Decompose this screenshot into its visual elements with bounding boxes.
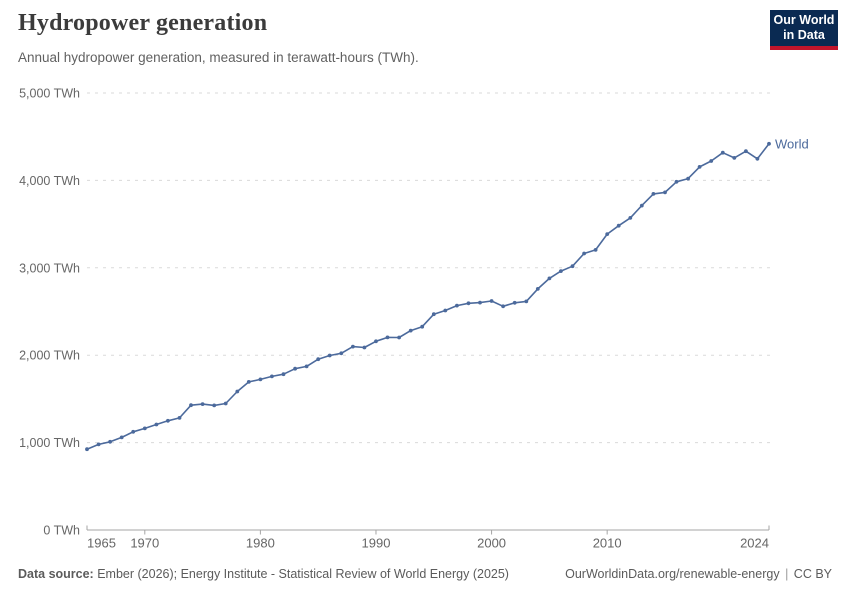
data-point (686, 176, 690, 181)
data-point (755, 156, 760, 161)
data-source-text: Ember (2026); Energy Institute - Statist… (97, 567, 509, 581)
data-point (547, 276, 552, 281)
data-point (246, 380, 251, 384)
data-point (651, 192, 656, 196)
data-point (466, 301, 471, 306)
y-axis-label: 4,000 TWh (19, 174, 80, 188)
data-point (235, 389, 240, 394)
data-point (674, 179, 679, 184)
y-axis-label: 1,000 TWh (19, 436, 80, 450)
world-series-line[interactable] (86, 143, 770, 451)
y-axis-label: 0 TWh (43, 524, 80, 538)
data-point (512, 300, 517, 305)
y-axis-label: 5,000 TWh (19, 87, 80, 101)
data-point (85, 447, 89, 452)
data-point (339, 351, 344, 356)
owid-logo-line1: Our World (773, 13, 835, 27)
data-point (177, 416, 182, 420)
data-point (535, 287, 540, 291)
data-point (327, 353, 332, 358)
credit-link[interactable]: OurWorldinData.org/renewable-energy (565, 567, 780, 581)
license-label: CC BY (793, 567, 832, 581)
x-axis-label: 1990 (362, 536, 391, 551)
data-point (593, 248, 598, 252)
data-point (431, 312, 436, 317)
data-point (281, 372, 286, 377)
data-point (605, 232, 610, 237)
owid-logo[interactable]: Our World in Data (770, 10, 838, 50)
data-point (639, 203, 644, 208)
chart-footer: Data source: Ember (2026); Energy Instit… (18, 566, 832, 582)
y-axis-label: 3,000 TWh (19, 261, 80, 275)
data-point (582, 251, 586, 256)
data-point (478, 300, 482, 305)
data-point (489, 299, 494, 303)
data-point (443, 308, 448, 313)
x-axis-label: 2024 (740, 536, 769, 551)
data-point (96, 442, 101, 447)
data-point (663, 190, 667, 195)
page-title: Hydropower generation (18, 10, 268, 36)
data-point (108, 439, 112, 444)
y-axis-label: 2,000 TWh (19, 349, 80, 363)
data-point (223, 401, 228, 406)
x-axis-label: 1965 (87, 536, 116, 551)
data-point (351, 344, 355, 349)
data-point (212, 403, 217, 408)
data-point (142, 426, 147, 431)
data-point (420, 324, 425, 329)
data-point (455, 303, 459, 308)
data-point (385, 335, 390, 340)
x-axis-label: 2000 (477, 536, 506, 551)
data-point (131, 429, 136, 434)
data-source: Data source: Ember (2026); Energy Instit… (18, 566, 509, 582)
data-point (628, 216, 633, 220)
credit-separator: | (785, 567, 789, 581)
data-point (293, 366, 297, 371)
data-point (316, 357, 321, 362)
data-point (189, 403, 193, 408)
data-point (374, 339, 378, 344)
data-point (697, 165, 702, 169)
data-point (397, 335, 401, 340)
data-point (501, 304, 505, 309)
data-point (166, 418, 170, 423)
data-point (408, 328, 413, 333)
data-source-label: Data source: (18, 567, 94, 581)
owid-logo-line2: in Data (783, 28, 825, 42)
data-point (270, 374, 274, 379)
data-point (709, 159, 714, 163)
data-point (616, 223, 621, 228)
data-point (304, 364, 309, 369)
data-point (119, 435, 124, 440)
data-point (570, 264, 575, 269)
chart-subtitle: Annual hydropower generation, measured i… (18, 50, 419, 65)
data-point (524, 299, 529, 304)
data-point (362, 345, 367, 350)
data-point (720, 150, 725, 155)
data-point (767, 141, 771, 146)
credit: OurWorldinData.org/renewable-energy | CC… (565, 566, 832, 582)
data-point (732, 156, 737, 160)
data-point (154, 422, 159, 427)
x-axis-label: 1970 (130, 536, 159, 551)
data-point (559, 269, 563, 273)
data-point (258, 377, 263, 382)
data-point (200, 402, 205, 406)
data-point (744, 149, 748, 154)
series-end-label[interactable]: World (775, 136, 809, 151)
x-axis-label: 1980 (246, 536, 275, 551)
x-axis-label: 2010 (593, 536, 622, 551)
